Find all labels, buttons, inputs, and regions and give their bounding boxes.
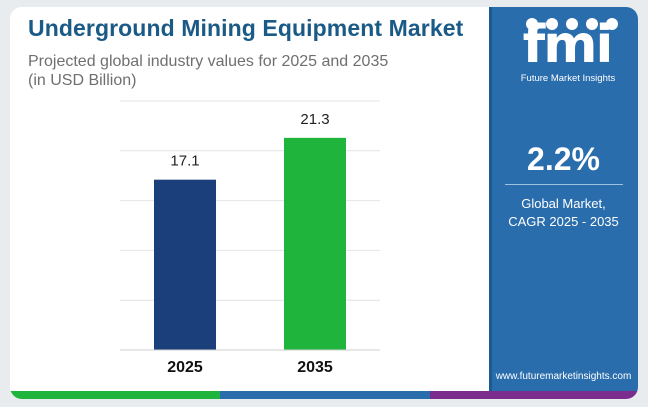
bar-2025 <box>154 179 216 350</box>
cagr-label-line-1: Global Market, <box>521 196 606 211</box>
website-link[interactable]: www.futuremarketinsights.com <box>495 371 632 382</box>
chart-card: Underground Mining Equipment Market Proj… <box>10 7 638 399</box>
strip-segment-blue <box>220 391 430 399</box>
x-tick-label-2025: 2025 <box>167 359 203 376</box>
bar-chart: 17.1 2025 21.3 2035 <box>120 100 380 376</box>
chart-title: Underground Mining Equipment Market <box>28 15 464 41</box>
color-strip <box>10 391 638 399</box>
stats-sidebar: fmi Future Market Insights 2.2% Global M… <box>489 7 638 391</box>
cagr-value: 2.2% <box>527 141 600 177</box>
logo-icons <box>526 18 618 30</box>
cagr-divider <box>505 184 623 185</box>
cagr-label-line-2: CAGR 2025 - 2035 <box>508 214 619 229</box>
x-tick-label-2035: 2035 <box>297 359 333 376</box>
value-label-2025: 17.1 <box>170 153 199 170</box>
logo-wordmark: fmi <box>522 15 614 75</box>
strip-segment-green <box>10 391 220 399</box>
logo-caption: Future Market Insights <box>520 73 616 84</box>
bar-2035 <box>284 137 346 350</box>
sidebar-divider <box>489 7 492 391</box>
value-label-2035: 21.3 <box>300 111 329 128</box>
subtitle-line-1: Projected global industry values for 202… <box>28 53 389 70</box>
cagr-label: Global Market, CAGR 2025 - 2035 <box>489 195 638 231</box>
subtitle-line-2: (in USD Billion) <box>28 72 137 89</box>
chart-subtitle: Projected global industry values for 202… <box>28 52 448 90</box>
strip-segment-purple <box>430 391 638 399</box>
